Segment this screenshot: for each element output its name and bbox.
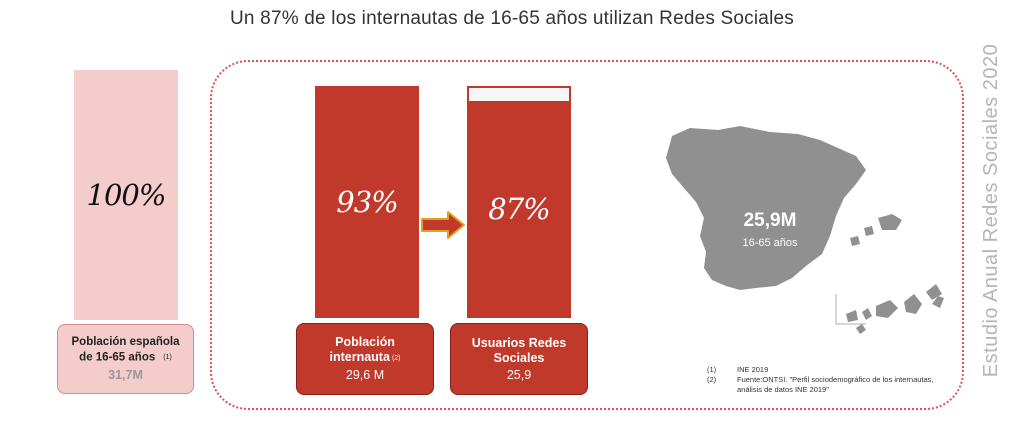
box-poblacion-internauta-line2-wrap: internauta (2) — [330, 350, 401, 365]
footnote-1-text: INE 2019 — [737, 365, 769, 374]
map-subtitle: 16-65 años — [742, 237, 798, 249]
footnotes: (1) INE 2019 (2) Fuente:ONTSI. "Perfil s… — [707, 365, 957, 395]
footnote-2-num: (2) — [707, 375, 717, 384]
box-poblacion-espanola-line2: de 16-65 años — [79, 351, 156, 364]
box-poblacion-espanola-value: 31,7M — [108, 367, 143, 382]
map-value: 25,9M — [744, 210, 797, 231]
footnote-1: (1) INE 2019 — [707, 365, 957, 375]
study-vertical-label-text: Estudio Anual Redes Sociales 2020 — [980, 43, 1003, 377]
dotted-frame — [210, 60, 964, 410]
spain-map-shape — [666, 126, 902, 290]
box-usuarios-redes-value: 25,9 — [506, 367, 532, 382]
box-usuarios-redes-line1: Usuarios Redes — [471, 335, 567, 350]
bar-poblacion-espanola: 100% — [74, 70, 178, 320]
box-usuarios-redes-line2: Sociales — [493, 350, 545, 365]
bar-value-label-poblacion-espanola: 100% — [86, 178, 167, 212]
bar-value-label-poblacion-internauta: 93% — [336, 185, 398, 219]
box-usuarios-redes-sociales: Usuarios Redes Sociales 25,9 — [450, 323, 588, 395]
bar-poblacion-internauta: 93% — [315, 86, 419, 318]
box-poblacion-espanola-line1: Población española — [71, 336, 180, 349]
box-poblacion-internauta-ref: (2) — [391, 354, 401, 362]
footnote-1-num: (1) — [707, 365, 717, 374]
box-poblacion-internauta-line2: internauta — [329, 350, 390, 365]
footnote-2-text: Fuente:ONTSI. "Perfil sociodemográfico d… — [737, 375, 934, 394]
canary-islands-inset — [835, 284, 944, 334]
footnote-2: (2) Fuente:ONTSI. "Perfil sociodemográfi… — [707, 375, 957, 395]
page-title: Un 87% de los internautas de 16-65 años … — [230, 8, 794, 29]
box-poblacion-espanola-ref: (1) — [163, 354, 172, 362]
bar-value-label-usuarios-redes: 87% — [488, 192, 550, 227]
box-poblacion-espanola: Población española de 16-65 años (1) 31,7… — [57, 324, 194, 394]
arrow-right-icon — [421, 211, 465, 239]
bar-usuarios-redes-sociales: 87% — [467, 100, 571, 318]
spain-map: 25,9M 16-65 años — [666, 126, 944, 334]
box-poblacion-internauta: Población internauta (2) 29,6 M — [296, 323, 434, 395]
box-poblacion-espanola-line2-wrap: de 16-65 años (1) — [79, 350, 172, 366]
box-poblacion-internauta-line1: Población — [335, 335, 395, 350]
box-poblacion-internauta-value: 29,6 M — [345, 367, 385, 382]
study-vertical-label: Estudio Anual Redes Sociales 2020 — [972, 40, 1012, 380]
